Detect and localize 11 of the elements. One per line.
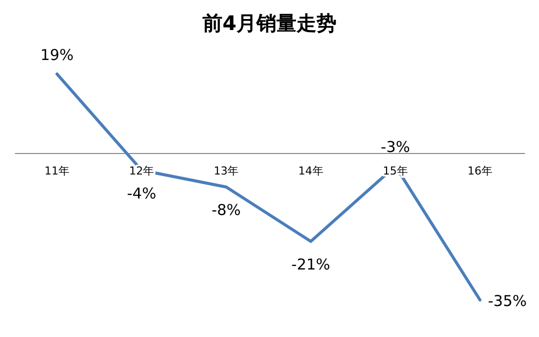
data-label: -21% <box>291 255 330 274</box>
x-tick-label: 16年 <box>468 164 492 178</box>
data-label: 19% <box>40 46 74 64</box>
chart-title: 前4月销量走势 <box>202 11 336 35</box>
x-tick-label: 11年 <box>44 164 70 178</box>
data-label: -35% <box>488 292 527 310</box>
data-label: -3% <box>380 138 410 156</box>
data-label: -8% <box>212 201 241 219</box>
x-tick-label: 13年 <box>214 164 239 178</box>
data-label: -4% <box>126 184 156 202</box>
x-tick-label: 14年 <box>298 164 324 178</box>
